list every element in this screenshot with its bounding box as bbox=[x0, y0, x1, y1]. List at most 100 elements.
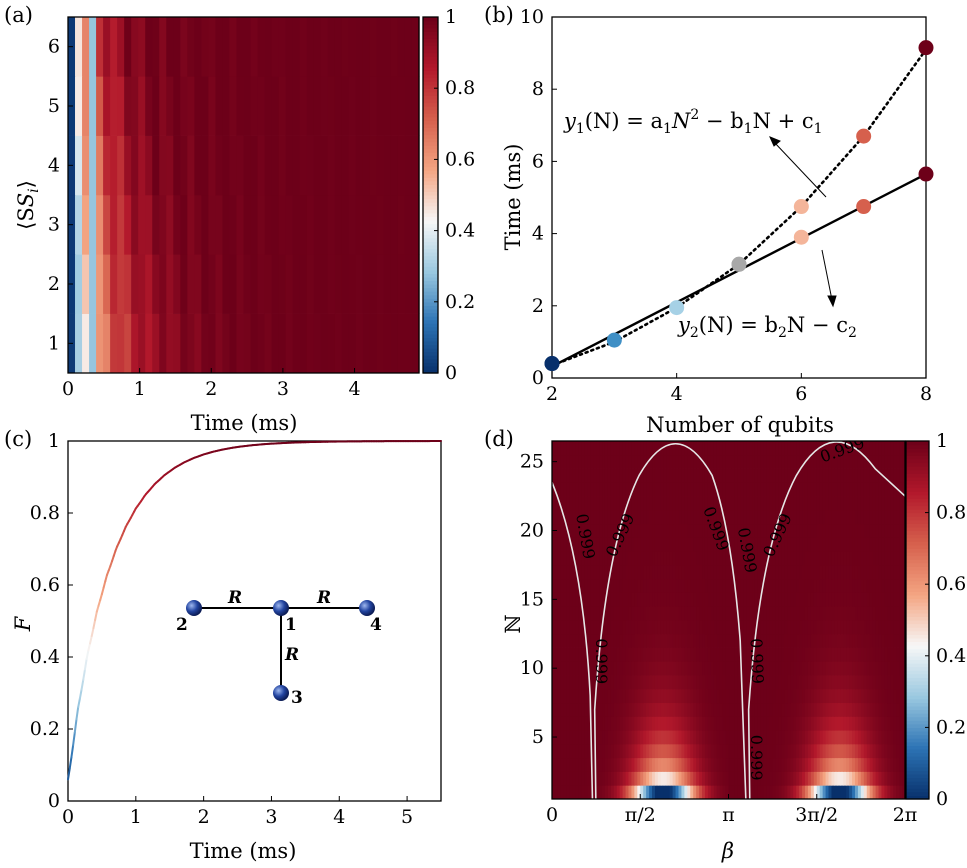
heatmap-cell bbox=[704, 688, 709, 704]
heatmap-cell bbox=[757, 523, 762, 538]
heatmap-cell bbox=[222, 17, 231, 77]
heatmap-cell bbox=[707, 633, 712, 648]
heatmap-cell bbox=[863, 551, 868, 566]
heatmap-cell bbox=[554, 482, 559, 497]
heatmap-cell bbox=[584, 688, 588, 704]
heatmap-cell bbox=[610, 578, 615, 593]
heatmap-cell bbox=[757, 702, 762, 717]
heatmap-cell bbox=[860, 620, 865, 635]
heatmap-cell bbox=[684, 661, 688, 676]
heatmap-cell bbox=[796, 482, 800, 497]
b-ytick-label: 2 bbox=[532, 295, 544, 317]
heatmap-cell bbox=[819, 496, 824, 511]
heatmap-cell bbox=[236, 17, 245, 77]
heatmap-cell bbox=[578, 537, 583, 552]
heatmap-cell bbox=[631, 468, 635, 483]
heatmap-cell bbox=[713, 441, 718, 456]
heatmap-cell bbox=[622, 661, 627, 676]
heatmap-cell bbox=[834, 716, 838, 731]
heatmap-cell bbox=[652, 785, 656, 799]
heatmap-cell bbox=[728, 441, 733, 456]
heatmap-cell bbox=[725, 688, 730, 704]
heatmap-cell bbox=[893, 592, 897, 607]
heatmap-cell bbox=[834, 468, 838, 483]
heatmap-cell bbox=[746, 730, 750, 745]
heatmap-cell bbox=[666, 537, 671, 552]
heatmap-cell bbox=[575, 620, 580, 635]
heatmap-cell bbox=[684, 771, 688, 786]
heatmap-cell bbox=[599, 537, 603, 552]
heatmap-cell bbox=[766, 468, 771, 483]
heatmap-cell bbox=[634, 647, 638, 662]
heatmap-cell bbox=[793, 496, 797, 511]
colorbar-segment bbox=[906, 723, 929, 728]
heatmap-cell bbox=[631, 509, 635, 525]
heatmap-cell bbox=[590, 551, 594, 566]
heatmap-cell bbox=[760, 564, 765, 580]
heatmap-cell bbox=[596, 743, 600, 759]
heatmap-cell bbox=[637, 441, 641, 456]
heatmap-cell bbox=[552, 785, 556, 799]
heatmap-cell bbox=[813, 757, 818, 772]
heatmap-cell bbox=[840, 661, 844, 676]
heatmap-cell bbox=[890, 633, 894, 648]
heatmap-cell bbox=[822, 716, 827, 731]
heatmap-cell bbox=[575, 647, 580, 662]
heatmap-cell bbox=[813, 578, 818, 593]
colorbar-tick-label: 0.6 bbox=[445, 148, 475, 170]
heatmap-cell bbox=[596, 523, 600, 538]
heatmap-cell bbox=[684, 537, 688, 552]
heatmap-cell bbox=[669, 482, 674, 497]
heatmap-cell bbox=[828, 509, 833, 525]
heatmap-cell bbox=[652, 454, 656, 469]
heatmap-cell bbox=[578, 564, 583, 580]
heatmap-cell bbox=[599, 620, 603, 635]
heatmap-cell bbox=[306, 195, 315, 255]
heatmap-cell bbox=[749, 757, 753, 772]
heatmap-cell bbox=[813, 675, 818, 690]
heatmap-cell bbox=[799, 661, 803, 676]
heatmap-cell bbox=[804, 592, 809, 607]
heatmap-cell bbox=[740, 661, 744, 676]
heatmap-cell bbox=[760, 730, 765, 745]
heatmap-cell bbox=[749, 482, 753, 497]
heatmap-cell bbox=[566, 688, 571, 704]
heatmap-cell bbox=[581, 537, 585, 552]
heatmap-cell bbox=[672, 496, 677, 511]
colorbar-segment bbox=[423, 276, 438, 282]
colorbar-segment bbox=[423, 138, 438, 143]
heatmap-cell bbox=[754, 509, 759, 525]
heatmap-cell bbox=[634, 606, 638, 621]
heatmap-cell bbox=[813, 496, 818, 511]
heatmap-cell bbox=[769, 647, 774, 662]
heatmap-cell bbox=[746, 468, 750, 483]
heatmap-cell bbox=[896, 743, 900, 759]
b-xtick-label: 2 bbox=[546, 383, 558, 405]
heatmap-cell bbox=[854, 564, 859, 580]
heatmap-cell bbox=[893, 661, 897, 676]
heatmap-cell bbox=[781, 523, 785, 538]
heatmap-cell bbox=[652, 592, 656, 607]
heatmap-cell bbox=[610, 743, 615, 759]
heatmap-cell bbox=[572, 578, 577, 593]
heatmap-cell bbox=[834, 454, 838, 469]
heatmap-cell bbox=[890, 454, 894, 469]
heatmap-cell bbox=[560, 661, 565, 676]
heatmap-cell bbox=[693, 509, 697, 525]
heatmap-cell bbox=[731, 702, 735, 717]
heatmap-cell bbox=[684, 675, 688, 690]
heatmap-cell bbox=[866, 620, 871, 635]
heatmap-cell bbox=[716, 592, 721, 607]
heatmap-cell bbox=[613, 482, 618, 497]
heatmap-cell bbox=[103, 76, 111, 136]
heatmap-cell bbox=[563, 620, 568, 635]
heatmap-cell bbox=[637, 551, 641, 566]
heatmap-cell bbox=[731, 496, 735, 511]
heatmap-cell bbox=[604, 730, 609, 745]
heatmap-cell bbox=[593, 551, 597, 566]
heatmap-cell bbox=[887, 743, 891, 759]
heatmap-cell bbox=[628, 620, 633, 635]
heatmap-cell bbox=[878, 620, 883, 635]
heatmap-cell bbox=[737, 702, 741, 717]
heatmap-cell bbox=[702, 633, 706, 648]
